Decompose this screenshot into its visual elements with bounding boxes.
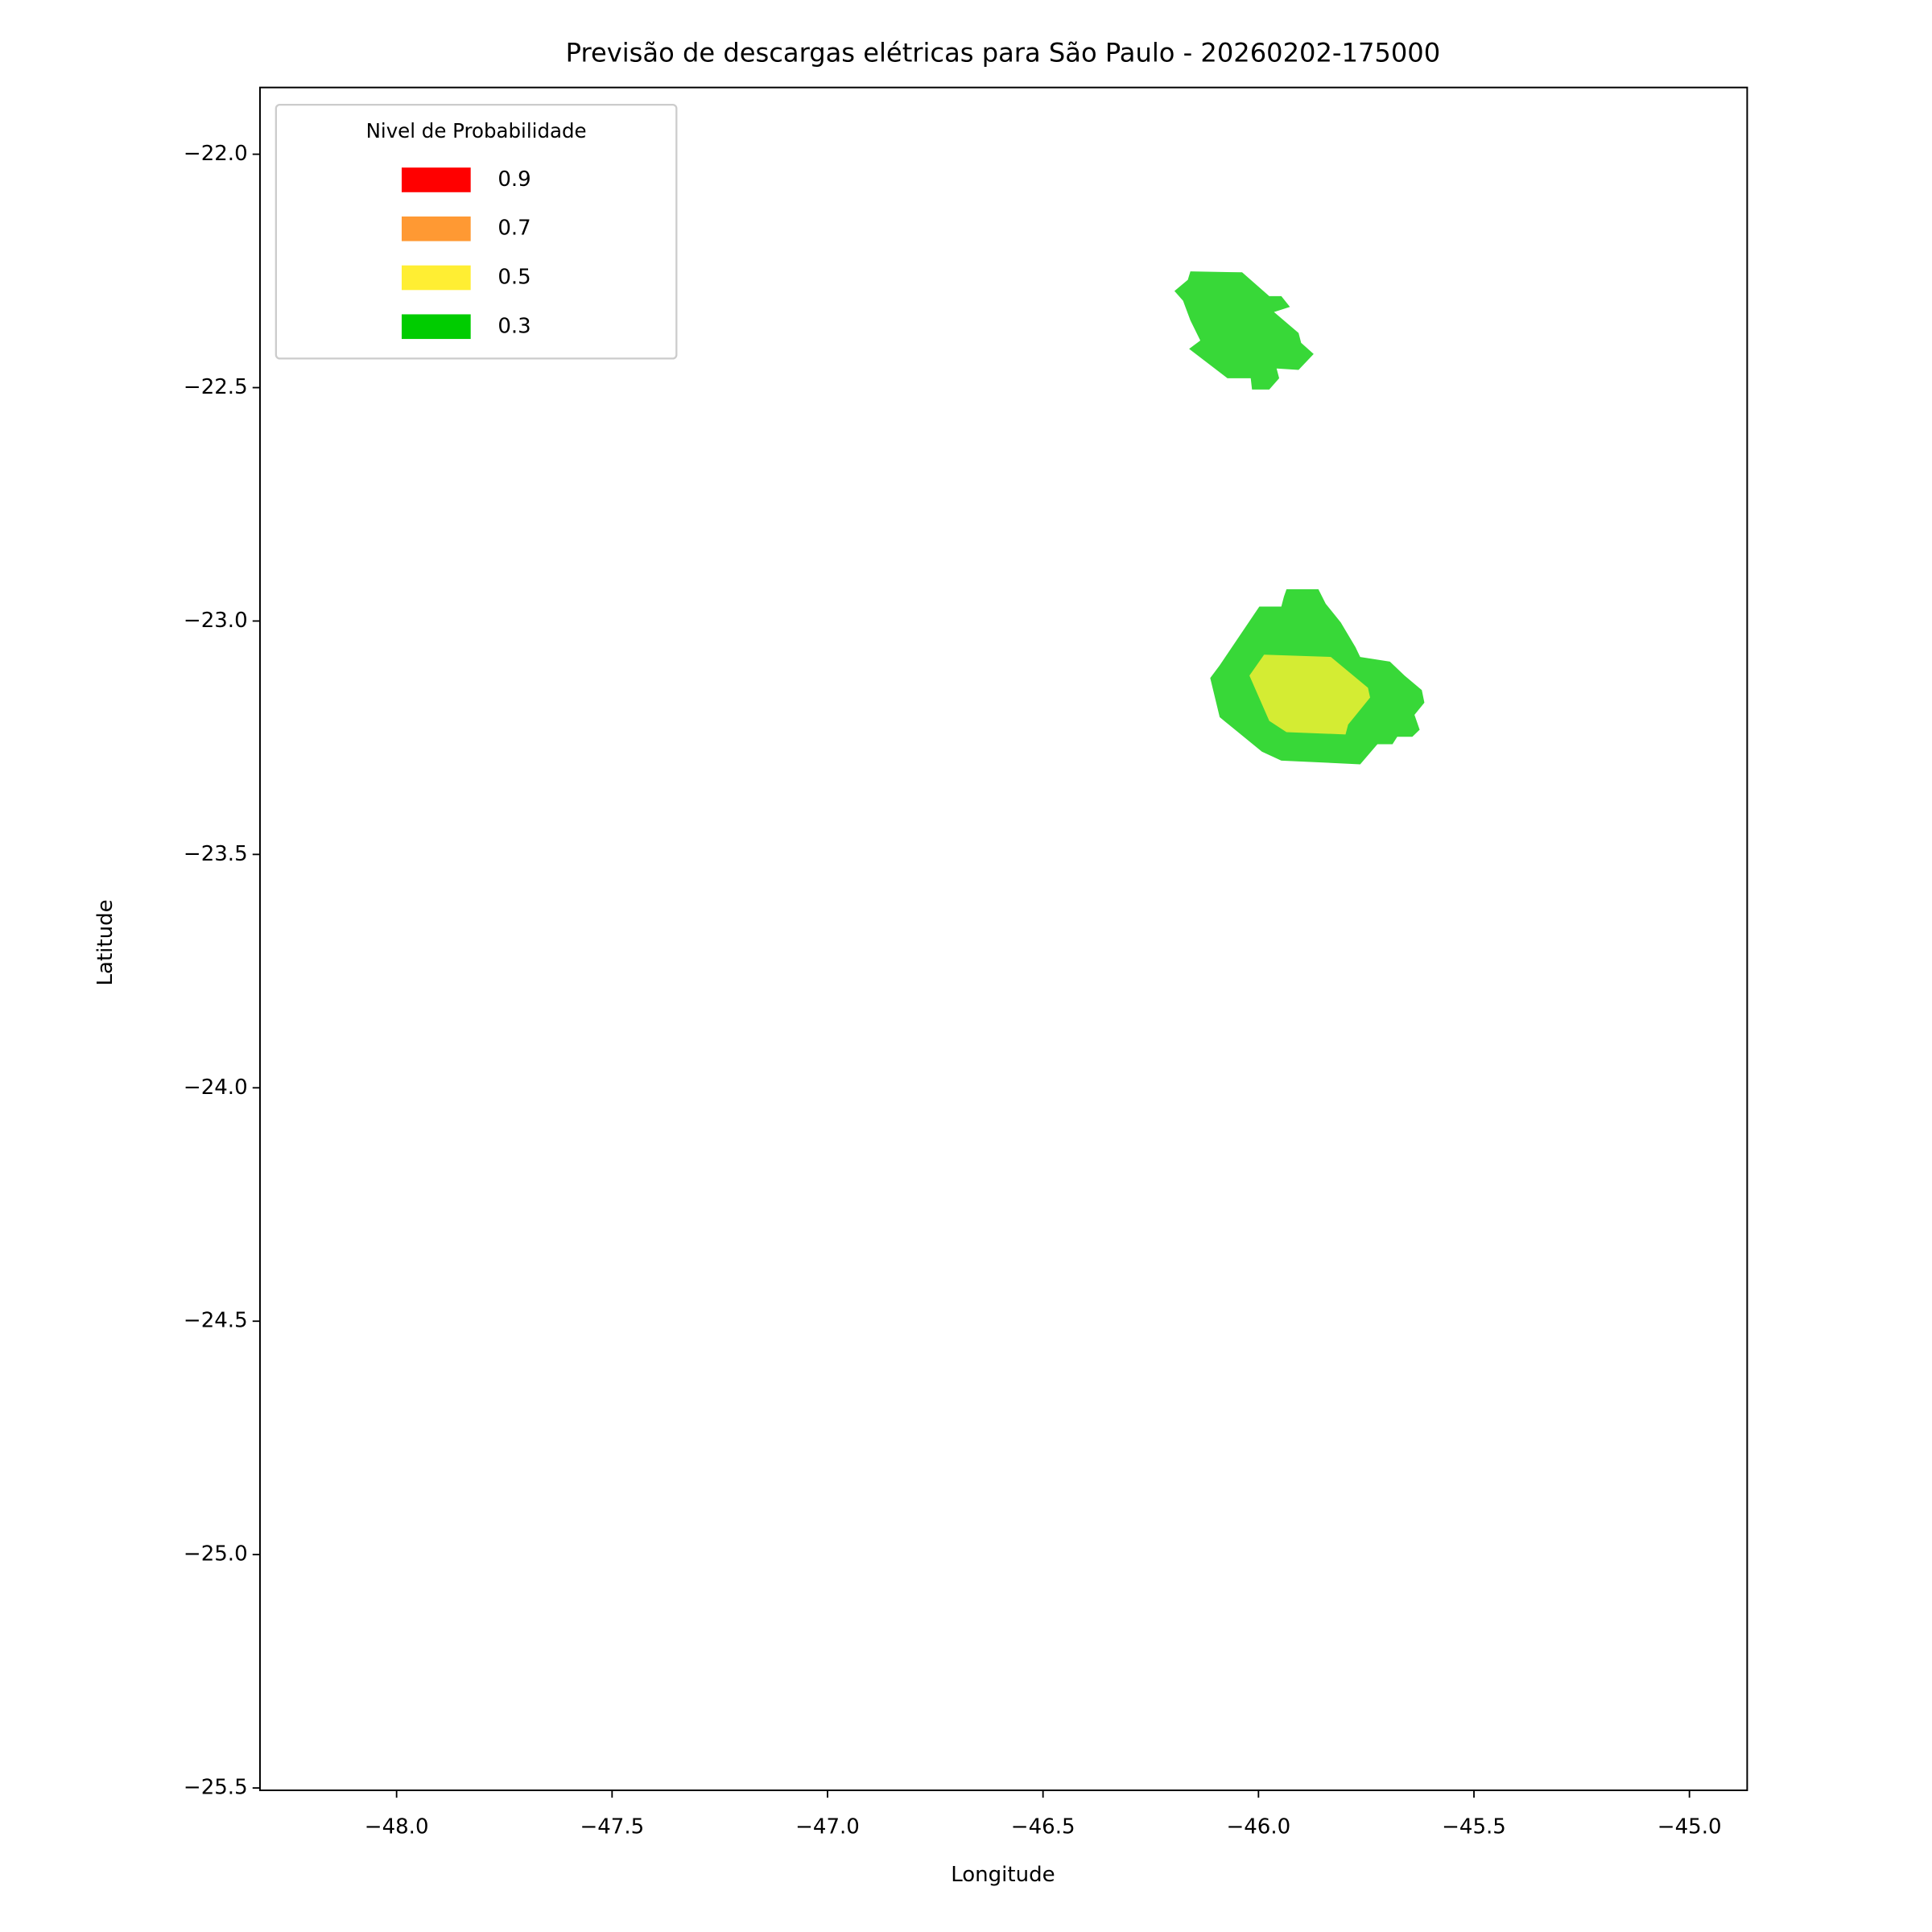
plot-frame (258, 86, 1748, 1791)
legend-swatch (401, 216, 471, 242)
x-tick-label: −46.0 (1226, 1814, 1290, 1839)
y-tick-label: −23.0 (184, 609, 248, 633)
y-tick-label: −22.0 (184, 142, 248, 166)
x-tick-label: −45.5 (1442, 1814, 1506, 1839)
legend-box (275, 103, 678, 360)
contour-region (1174, 271, 1314, 390)
y-tick-label: −25.5 (184, 1776, 248, 1800)
x-tick-label: −46.5 (1011, 1814, 1075, 1839)
y-tick-label: −23.5 (184, 842, 248, 866)
legend-label: 0.3 (497, 314, 530, 338)
x-tick-label: −47.5 (580, 1814, 644, 1839)
y-tick-label: −25.0 (184, 1542, 248, 1567)
legend-label: 0.5 (497, 266, 530, 290)
x-axis-label: Longitude (951, 1863, 1055, 1887)
legend-swatch (401, 167, 471, 192)
y-axis-label: Latitude (93, 899, 118, 985)
x-tick-label: −45.0 (1657, 1814, 1722, 1839)
y-tick-label: −24.5 (184, 1309, 248, 1333)
legend-label: 0.9 (497, 167, 530, 192)
legend-label: 0.7 (497, 217, 530, 241)
y-tick-label: −22.5 (184, 375, 248, 399)
legend-swatch (401, 314, 471, 340)
x-tick-label: −48.0 (365, 1814, 429, 1839)
x-tick-label: −47.0 (795, 1814, 860, 1839)
legend-title: Nivel de Probabilidade (366, 119, 587, 142)
legend-swatch (401, 265, 471, 291)
y-tick-label: −24.0 (184, 1075, 248, 1100)
contour-region (1249, 654, 1370, 735)
chart-title: Previsão de descargas elétricas para São… (566, 37, 1441, 68)
